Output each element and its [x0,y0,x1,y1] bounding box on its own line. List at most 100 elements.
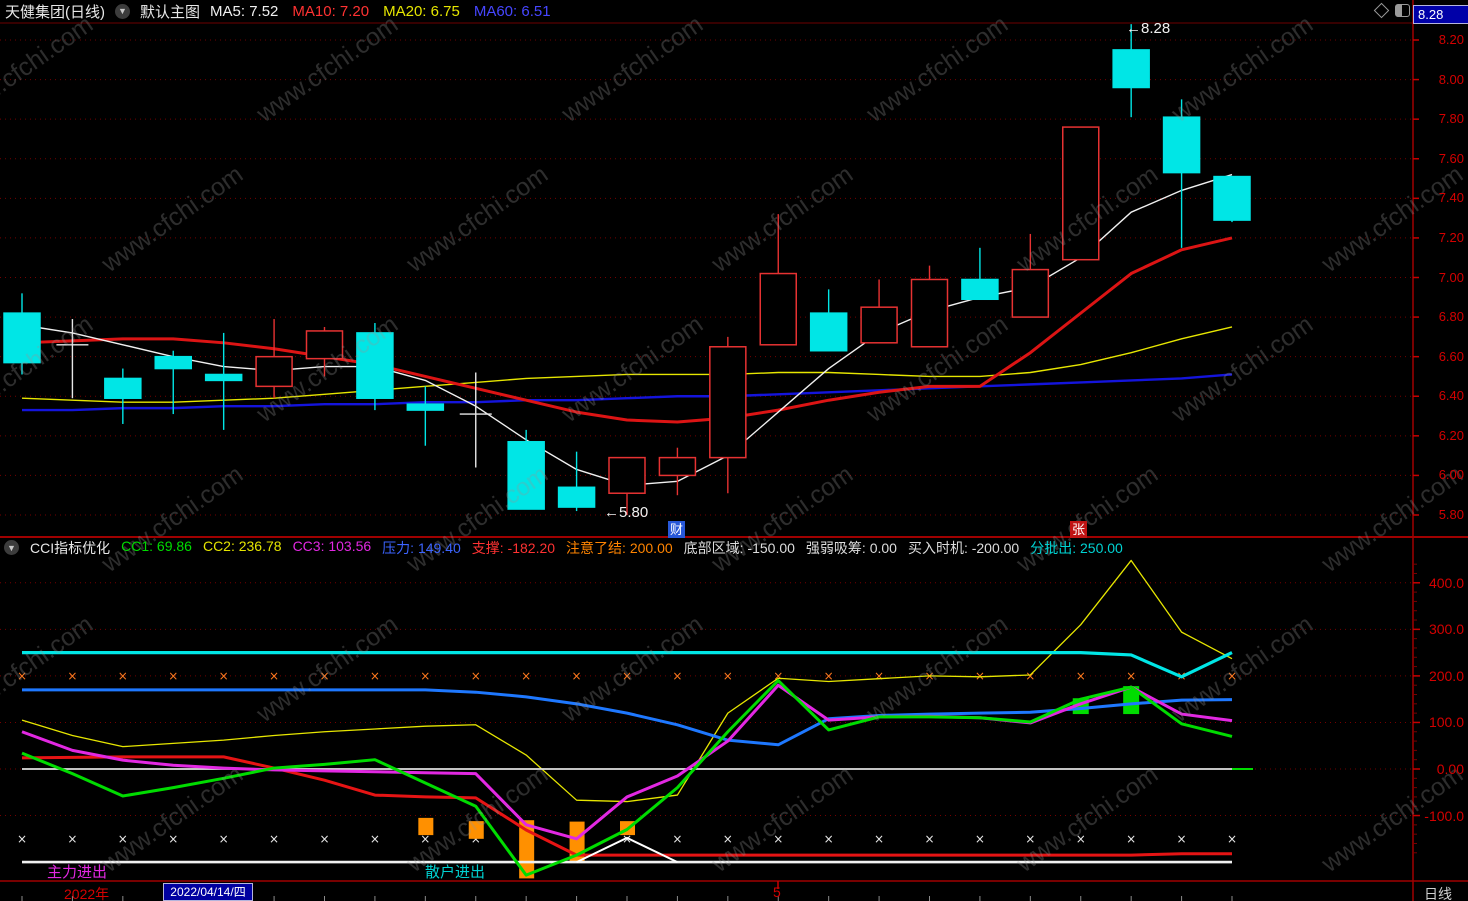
indicator-tab-main-force[interactable]: 主力进出 [47,864,108,881]
svg-text:×: × [17,669,27,683]
svg-text:×: × [17,832,27,846]
high-price-annotation: ←8.28 [1126,20,1171,37]
svg-text:×: × [1227,669,1237,683]
svg-text:×: × [572,669,582,683]
svg-text:×: × [1126,669,1136,683]
indicator-tab-retail[interactable]: 散户进出 [425,864,486,881]
news-badge-zhang[interactable]: 张 [1070,521,1087,538]
axis-tick-label: 7.80 [1438,111,1464,127]
svg-text:×: × [1126,832,1136,846]
main-chart-style-label[interactable]: 默认主图 [140,3,201,21]
cci-field-label: 买入时机: -200.00 [907,539,1020,556]
svg-text:×: × [622,669,632,683]
axis-tick-label: 7.60 [1438,150,1464,166]
corner-toolbar [1373,2,1410,19]
ma-label: MA60: 6.51 [473,2,551,20]
cci-legend: CC1: 69.86 CC2: 236.78 CC3: 103.56 压力: 149.… [121,538,1123,558]
svg-text:×: × [723,832,733,846]
cci-field-label: CC1: 69.86 [121,537,192,554]
cci-field-label: 注意了结: 200.00 [566,539,673,556]
svg-text:×: × [67,669,77,683]
cci-indicator-title[interactable]: CCI指标优化 [30,539,111,556]
axis-tick-label: 5.80 [1438,507,1464,522]
svg-text:×: × [118,832,128,846]
svg-text:×: × [824,669,834,683]
axis-tick-label: 0.00 [1436,761,1464,777]
cci-field-label: 底部区域: -150.00 [683,539,795,556]
svg-text:×: × [219,832,229,846]
svg-text:×: × [168,669,178,683]
axis-tick-label: -100.0 [1424,807,1464,824]
axis-tick-label: 7.40 [1438,190,1464,206]
cci-field-label: 强弱吸筹: 0.00 [805,539,897,556]
svg-text:×: × [773,669,783,683]
svg-text:×: × [672,832,682,846]
cci-field-label: 分批出: 250.00 [1030,539,1123,556]
svg-text:×: × [118,669,128,683]
axis-tick-label: 300.0 [1428,621,1464,638]
split-panel-icon[interactable] [1395,4,1410,17]
svg-text:×: × [370,832,380,846]
svg-text:×: × [67,832,77,846]
svg-text:×: × [1025,669,1035,683]
low-price-annotation: ←5.80 [604,504,649,521]
svg-text:×: × [521,669,531,683]
svg-text:×: × [672,669,682,683]
ma-label: MA10: 7.20 [292,2,370,20]
axis-tick-label: 7.20 [1438,229,1464,245]
svg-text:×: × [773,832,783,846]
svg-text:×: × [420,669,430,683]
svg-text:×: × [975,669,985,683]
svg-text:×: × [1076,832,1086,846]
period-label[interactable]: 日线 [1424,886,1452,901]
svg-text:×: × [1177,832,1187,846]
axis-tick-label: 8.00 [1438,71,1464,87]
axis-tick-label: 6.40 [1438,388,1464,404]
axis-tick-label: 6.60 [1438,348,1464,364]
svg-text:×: × [1076,669,1086,683]
month-axis-label: 5 [773,884,781,900]
chevron-down-icon[interactable]: ▼ [115,3,130,19]
svg-text:×: × [420,832,430,846]
cci-field-label: CC3: 103.56 [292,537,372,554]
latest-price-box: 8.28 [1413,5,1468,24]
cci-field-label: 支撑: -182.20 [471,539,556,556]
cci-chart-region[interactable] [0,558,1413,880]
axis-tick-label: 100.0 [1428,714,1464,731]
svg-text:×: × [269,832,279,846]
svg-text:×: × [824,832,834,846]
svg-text:×: × [168,832,178,846]
svg-text:×: × [319,832,329,846]
stock-title: 天健集团(日线) [5,3,105,21]
svg-text:×: × [1025,832,1035,846]
diamond-icon[interactable] [1373,2,1390,19]
svg-text:×: × [924,832,934,846]
cci-field-label: CC2: 236.78 [202,537,282,554]
axis-tick-label: 6.00 [1438,467,1464,483]
svg-text:×: × [269,669,279,683]
svg-text:×: × [370,669,380,683]
news-badge-cai[interactable]: 财 [668,521,685,538]
svg-text:×: × [1227,832,1237,846]
axis-tick-label: 200.0 [1428,667,1464,684]
cci-header: ▼ CCI指标优化 CC1: 69.86 CC2: 236.78 CC3: 103.… [0,538,1412,557]
axis-tick-label: 7.00 [1438,269,1464,285]
date-box: 2022/04/14/四 [163,883,253,901]
cci-field-label: 压力: 149.40 [382,539,461,556]
ma-legend: MA5: 7.52 MA10: 7.20 MA20: 6.75 MA60: 6.51 [210,3,551,20]
axis-tick-label: 6.20 [1438,427,1464,443]
ma-label: MA20: 6.75 [383,2,460,20]
svg-text:×: × [471,669,481,683]
axis-tick-label: 8.20 [1438,32,1464,47]
svg-text:×: × [874,832,884,846]
year-axis-label: 2022年 [64,886,110,901]
chevron-down-icon[interactable]: ▼ [4,540,19,555]
svg-text:×: × [723,669,733,683]
main-chart-region[interactable] [0,24,1413,536]
ma-label: MA5: 7.52 [210,2,279,20]
axis-tick-label: 6.80 [1438,309,1464,325]
svg-text:×: × [219,669,229,683]
main-header: 天健集团(日线) ▼ 默认主图 MA5: 7.52 MA10: 7.20 MA20:… [0,0,1413,22]
